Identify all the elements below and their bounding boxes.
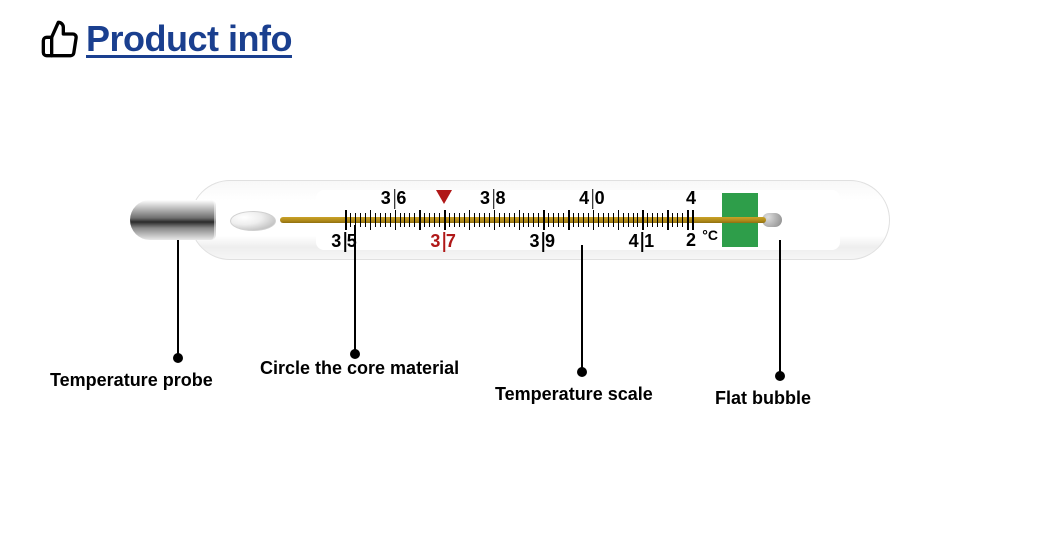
tick [642,216,644,230]
tick [414,218,415,227]
scale-number-top: 42 [686,188,698,251]
tick [424,218,425,227]
tick [454,218,455,227]
tick [400,218,401,227]
tick [563,218,564,227]
tick [370,216,372,230]
tick [464,218,465,227]
tick [449,218,450,227]
tick [528,218,529,227]
tick [479,218,480,227]
callout-label: Temperature probe [50,370,213,391]
tick [657,218,658,227]
tick [583,218,584,227]
scale-number-bottom: 37 [430,231,458,252]
tick [682,218,683,227]
callout-line [581,245,583,372]
tick [429,218,430,227]
tick [419,216,421,230]
tick [499,218,500,227]
callout-dot [775,371,785,381]
tick [350,218,351,227]
scale-number-top: 36 [381,188,409,209]
tick [662,218,663,227]
thermometer-constriction-bulb [230,211,276,231]
tick [553,218,554,227]
scale-number-top: 40 [579,188,607,209]
tick [390,218,391,227]
tick [355,218,356,227]
tick [613,218,614,227]
callout-dot [173,353,183,363]
tick [395,216,397,230]
tick [558,218,559,227]
tick [628,218,629,227]
tick [439,218,440,227]
tick [509,218,510,227]
tick [365,218,366,227]
tick [380,218,381,227]
tick [404,218,405,227]
tick [667,216,669,230]
tick [385,218,386,227]
tick [593,216,595,230]
tick [533,218,534,227]
tick [603,218,604,227]
tick [514,218,515,227]
tick [469,216,471,230]
tick [608,218,609,227]
tick [434,218,435,227]
callout-label: Temperature scale [495,384,653,405]
thermometer-scale: 3638404235373941 [345,190,692,250]
scale-number-bottom: 41 [629,231,657,252]
tick [647,218,648,227]
tick [573,218,574,227]
tick [375,218,376,227]
tick [543,216,545,230]
tick [494,216,496,230]
callout-dot [577,367,587,377]
tick [444,216,446,230]
tick [538,218,539,227]
tick [409,218,410,227]
callout-line [177,240,179,358]
tick [652,218,653,227]
tick [345,216,347,230]
tick [578,218,579,227]
scale-number-bottom: 39 [530,231,558,252]
normal-temp-arrow-icon [436,190,452,204]
tick [459,218,460,227]
tick [677,218,678,227]
tick [474,218,475,227]
tick [637,218,638,227]
callout-line [779,240,781,376]
thermometer-probe-tip [130,200,216,240]
tick [672,218,673,227]
tick [588,218,589,227]
tick [519,216,521,230]
tick [360,218,361,227]
scale-number-bottom: 35 [331,231,359,252]
tick [633,218,634,227]
callout-label: Circle the core material [260,358,459,379]
tick [484,218,485,227]
tick [504,218,505,227]
tick [598,218,599,227]
tick [568,216,570,230]
tick [548,218,549,227]
scale-number-top: 38 [480,188,508,209]
callout-label: Flat bubble [715,388,811,409]
callouts-layer: Temperature probe Circle the core materia… [0,0,1060,541]
tick [523,218,524,227]
tick [618,216,620,230]
tick [489,218,490,227]
tick [623,218,624,227]
